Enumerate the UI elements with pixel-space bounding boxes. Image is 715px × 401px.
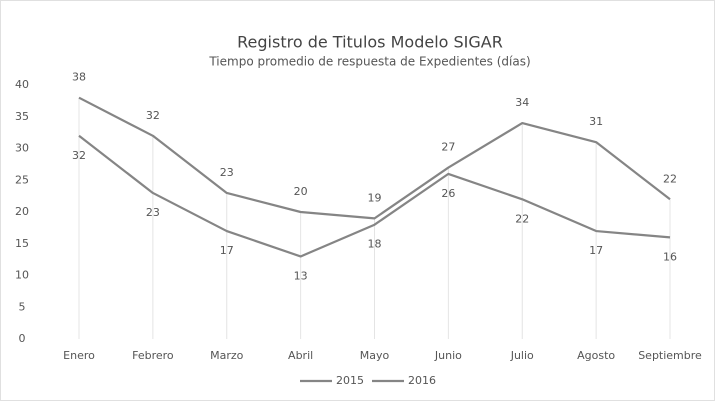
x-tick-label: Mayo <box>360 349 390 362</box>
data-label: 23 <box>220 166 234 179</box>
chart-subtitle: Tiempo promedio de respuesta de Expedien… <box>208 55 530 69</box>
data-label: 22 <box>663 172 677 185</box>
x-tick-label: Agosto <box>577 349 615 362</box>
x-tick-label: Junio <box>434 349 462 362</box>
data-label: 26 <box>441 187 455 200</box>
data-label: 32 <box>146 109 160 122</box>
y-tick-label: 35 <box>15 110 29 123</box>
data-label: 31 <box>589 115 603 128</box>
data-label: 17 <box>589 244 603 257</box>
x-tick-label: Septiembre <box>638 349 702 362</box>
data-label: 19 <box>368 191 382 204</box>
data-label: 34 <box>515 96 529 109</box>
data-label: 18 <box>368 238 382 251</box>
x-tick-label: Enero <box>63 349 95 362</box>
y-tick-label: 15 <box>15 237 29 250</box>
legend-label: 2015 <box>336 374 364 387</box>
x-tick-label: Abril <box>288 349 313 362</box>
x-tick-label: Julio <box>510 349 534 362</box>
data-label: 20 <box>294 185 308 198</box>
data-label: 17 <box>220 244 234 257</box>
x-tick-label: Febrero <box>132 349 174 362</box>
y-tick-label: 40 <box>15 78 29 91</box>
data-label: 38 <box>72 71 86 84</box>
data-label: 22 <box>515 212 529 225</box>
y-tick-label: 0 <box>19 332 26 345</box>
y-tick-label: 20 <box>15 205 29 218</box>
data-label: 13 <box>294 269 308 282</box>
y-tick-label: 10 <box>15 269 29 282</box>
series-line <box>78 134 671 258</box>
x-tick-label: Marzo <box>210 349 244 362</box>
series-line <box>78 96 671 220</box>
y-tick-label: 30 <box>15 142 29 155</box>
chart-title: Registro de Titulos Modelo SIGAR <box>237 33 503 52</box>
data-label: 16 <box>663 250 677 263</box>
y-tick-label: 5 <box>19 300 26 313</box>
data-label: 23 <box>146 206 160 219</box>
y-tick-label: 25 <box>15 173 29 186</box>
data-label: 32 <box>72 149 86 162</box>
legend-label: 2016 <box>408 374 436 387</box>
data-label: 27 <box>441 141 455 154</box>
